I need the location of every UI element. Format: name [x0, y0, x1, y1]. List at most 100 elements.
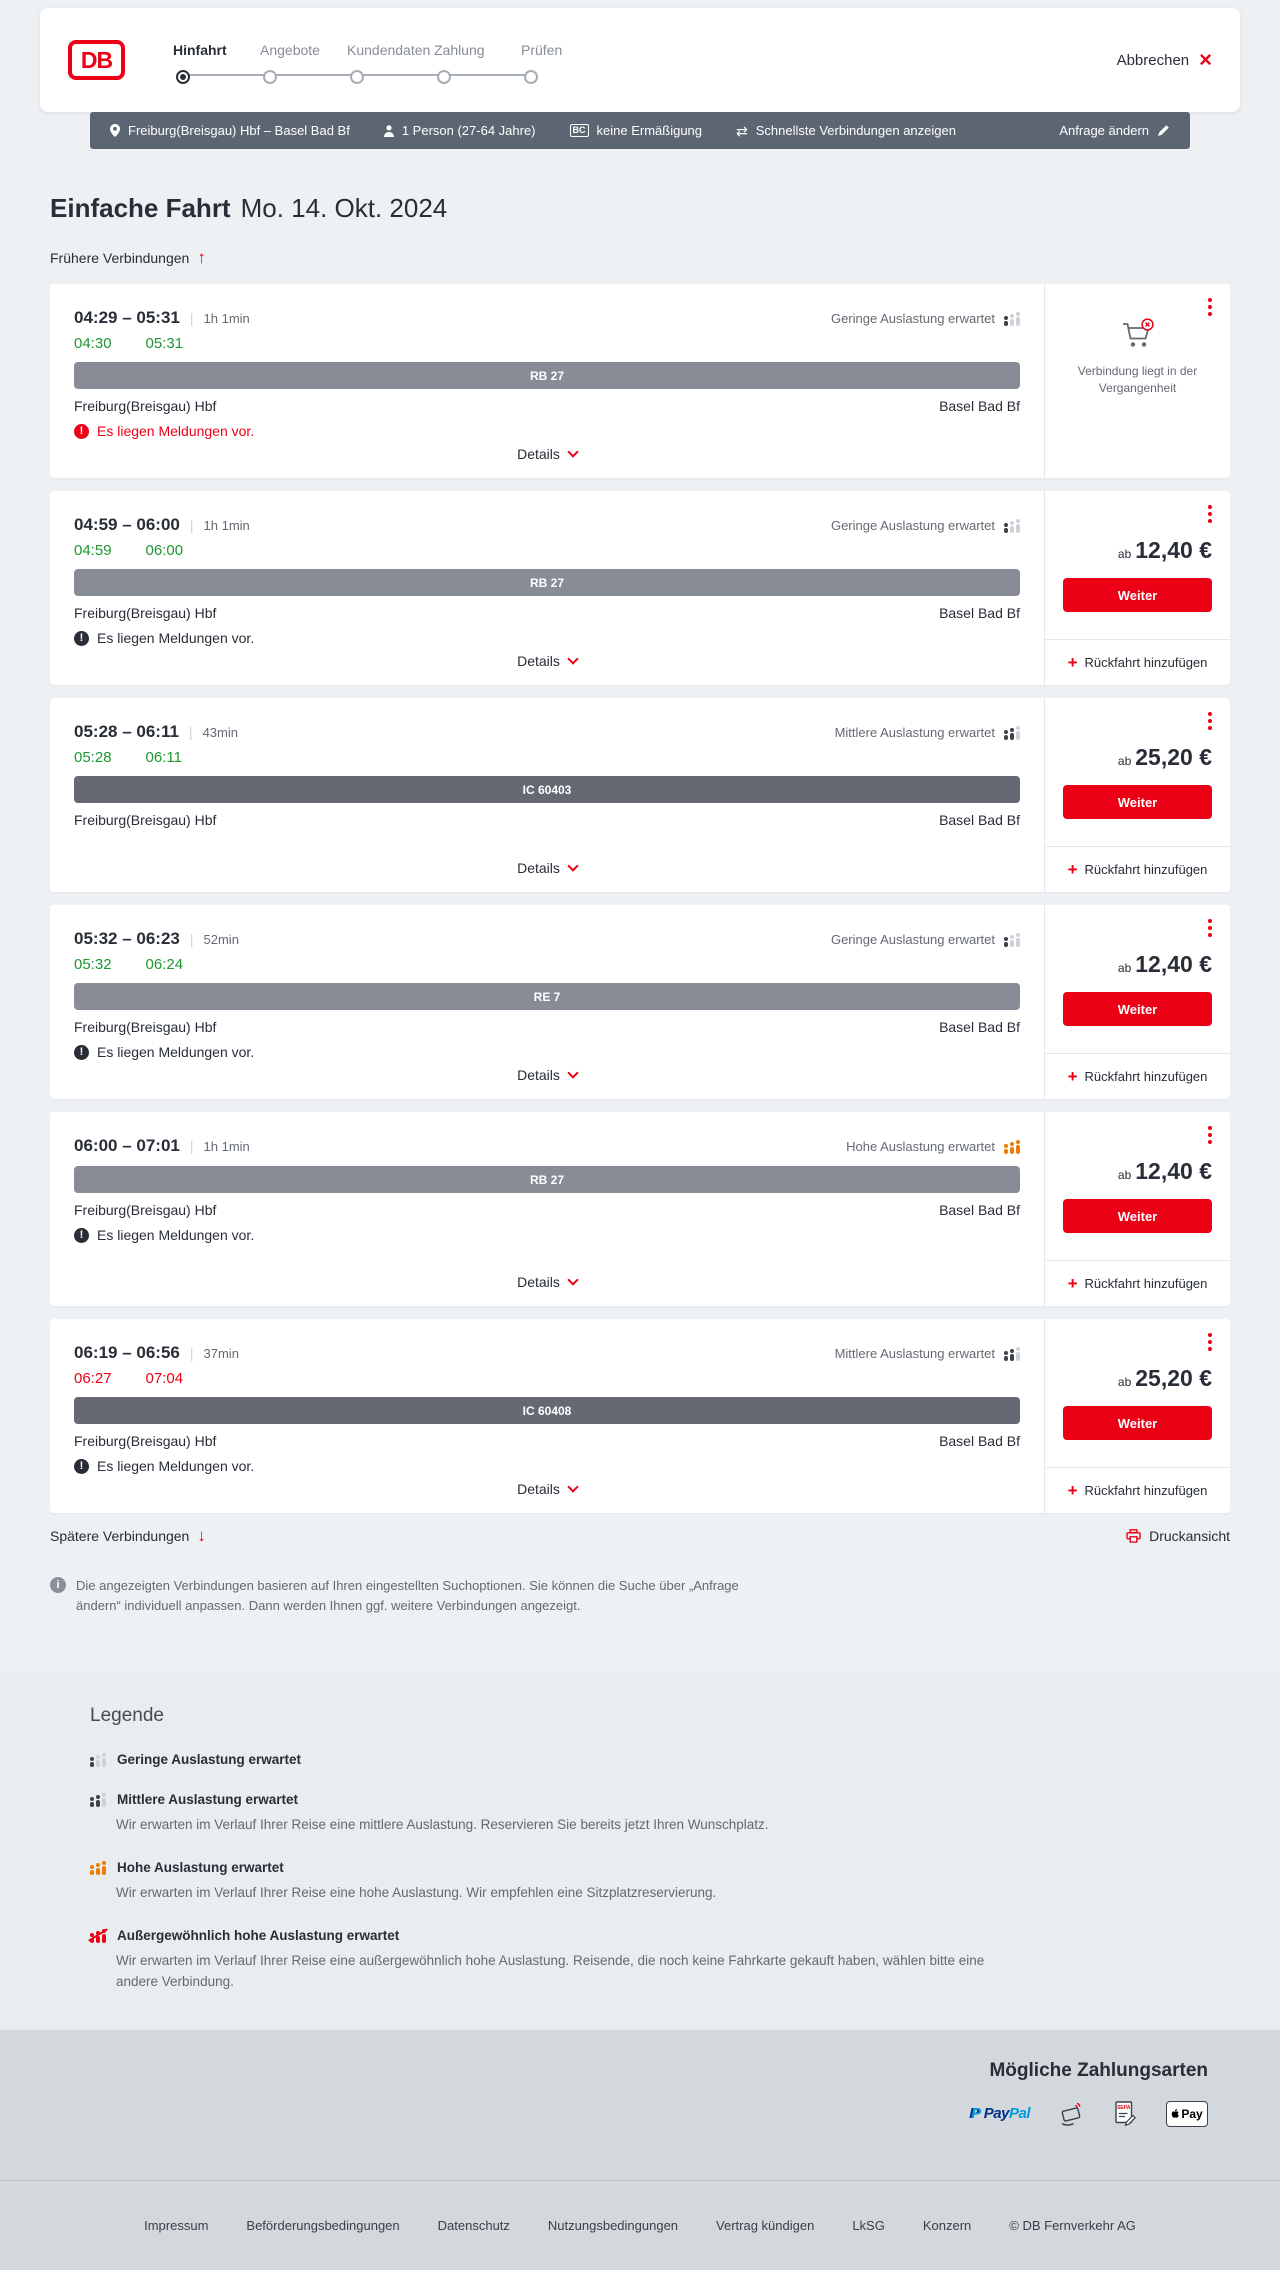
journey-card-side: ab 25,20 € Weiter + Rückfahrt hinzufügen	[1044, 698, 1230, 892]
more-options-button[interactable]	[1206, 917, 1214, 939]
details-toggle[interactable]: Details	[517, 1268, 579, 1292]
journey-card-side: ab 12,40 € Weiter + Rückfahrt hinzufügen	[1044, 491, 1230, 685]
footer-link-konzern[interactable]: Konzern	[922, 2218, 972, 2233]
print-view-link[interactable]: Druckansicht	[1126, 1528, 1230, 1544]
occupancy-medium-icon	[90, 1792, 106, 1807]
more-options-button[interactable]	[1206, 296, 1214, 318]
legend-section: Legende Geringe Auslastung erwartet Mitt…	[0, 1671, 1280, 2030]
legend-label: Geringe Auslastung erwartet	[117, 1752, 302, 1767]
more-options-button[interactable]	[1206, 503, 1214, 525]
details-toggle[interactable]: Details	[517, 854, 579, 878]
alert-icon: !	[74, 1458, 89, 1474]
occupancy-indicator: Geringe Auslastung erwartet	[831, 311, 1020, 326]
printer-icon	[1126, 1529, 1141, 1543]
occupancy-low-icon	[90, 1752, 106, 1767]
weiter-button[interactable]: Weiter	[1063, 1406, 1212, 1440]
message-row: ! Es liegen Meldungen vor.	[74, 1458, 1020, 1474]
journey-card: 06:00 – 07:01 | 1h 1min Hohe Auslastung …	[50, 1112, 1230, 1306]
summary-discount: BC keine Ermäßigung	[569, 123, 703, 138]
close-icon: ×	[1199, 47, 1212, 72]
footer-link-impressum[interactable]: Impressum	[144, 2218, 209, 2233]
legend-description: Wir erwarten im Verlauf Ihrer Reise eine…	[116, 1885, 717, 1900]
realtime-row: 06:27 07:04	[74, 1370, 1020, 1387]
occupancy-icon	[1004, 725, 1020, 740]
details-label: Details	[517, 1481, 560, 1497]
search-options-note: i Die angezeigten Verbindungen basieren …	[50, 1576, 770, 1616]
more-options-button[interactable]	[1206, 710, 1214, 732]
summary-passengers: 1 Person (27-64 Jahre)	[383, 123, 536, 138]
weiter-button[interactable]: Weiter	[1063, 992, 1212, 1026]
past-block: Verbindung liegt in der Vergangenheit	[1045, 284, 1230, 397]
price-block: ab 12,40 €	[1045, 905, 1230, 978]
return-label: Rückfahrt hinzufügen	[1084, 1069, 1208, 1084]
arrow-down-icon: ↓	[197, 1526, 206, 1545]
step-dot	[524, 70, 538, 84]
station-from: Freiburg(Breisgau) Hbf	[74, 812, 217, 828]
details-toggle[interactable]: Details	[517, 1475, 579, 1499]
weiter-button[interactable]: Weiter	[1063, 785, 1212, 819]
train-label: IC 60408	[522, 1403, 572, 1418]
cancel-button[interactable]: Abbrechen ×	[1117, 49, 1212, 71]
cancel-label: Abbrechen	[1116, 51, 1190, 69]
occupancy-label: Geringe Auslastung erwartet	[830, 932, 995, 947]
add-return-button[interactable]: + Rückfahrt hinzufügen	[1045, 639, 1230, 685]
occupancy-label: Geringe Auslastung erwartet	[830, 311, 995, 326]
occupancy-icon	[1004, 932, 1020, 947]
train-label: RE 7	[533, 989, 561, 1004]
details-label: Details	[517, 1067, 560, 1083]
earlier-connections-link[interactable]: Frühere Verbindungen ↑	[50, 248, 206, 268]
footer-link-befoerderungsbedingungen[interactable]: Beförderungsbedingungen	[246, 2218, 400, 2233]
realtime-departure: 04:30	[74, 335, 112, 352]
chevron-down-icon	[567, 446, 579, 458]
journey-card-side: Verbindung liegt in der Vergangenheit	[1044, 284, 1230, 478]
journey-duration: 1h 1min	[203, 311, 250, 326]
step-label: Hinfahrt	[173, 42, 227, 58]
add-return-button[interactable]: + Rückfahrt hinzufügen	[1045, 846, 1230, 892]
message-text: Es liegen Meldungen vor.	[97, 1227, 255, 1243]
details-toggle[interactable]: Details	[517, 440, 579, 464]
add-return-button[interactable]: + Rückfahrt hinzufügen	[1045, 1260, 1230, 1306]
trip-date-label: Mo. 14. Okt. 2024	[240, 193, 448, 223]
weiter-button[interactable]: Weiter	[1063, 1199, 1212, 1233]
train-label: RB 27	[529, 575, 564, 590]
separator: |	[189, 310, 194, 326]
separator: |	[188, 724, 193, 740]
journey-card: 05:32 – 06:23 | 52min Geringe Auslastung…	[50, 905, 1230, 1099]
paypal-icon: P PayPal	[971, 2105, 1030, 2122]
journey-list: 04:29 – 05:31 | 1h 1min Geringe Auslastu…	[50, 284, 1230, 1513]
footer-link-vertrag-kuendigen[interactable]: Vertrag kündigen	[716, 2218, 815, 2233]
station-to: Basel Bad Bf	[939, 1019, 1020, 1035]
realtime-arrival: 07:04	[145, 1370, 184, 1387]
journey-duration: 1h 1min	[203, 518, 250, 533]
journey-card-main: 06:19 – 06:56 | 37min Mittlere Auslastun…	[50, 1319, 1044, 1513]
message-text: Es liegen Meldungen vor.	[97, 630, 255, 646]
occupancy-high-icon	[90, 1860, 106, 1875]
pencil-icon	[1158, 125, 1169, 136]
details-toggle[interactable]: Details	[517, 647, 579, 671]
more-options-button[interactable]	[1206, 1331, 1214, 1353]
realtime-arrival: 06:11	[145, 749, 182, 766]
add-return-button[interactable]: + Rückfahrt hinzufügen	[1045, 1467, 1230, 1513]
weiter-button[interactable]: Weiter	[1063, 578, 1212, 612]
footer-link-lksg[interactable]: LkSG	[852, 2218, 885, 2233]
more-options-button[interactable]	[1206, 1124, 1214, 1146]
earlier-connections-label: Frühere Verbindungen	[50, 250, 190, 266]
occupancy-indicator: Hohe Auslastung erwartet	[846, 1139, 1020, 1154]
footer-link-datenschutz[interactable]: Datenschutz	[437, 2218, 510, 2233]
db-logo-text: DB	[80, 46, 113, 73]
details-toggle[interactable]: Details	[517, 1061, 579, 1085]
footer-link-nutzungsbedingungen[interactable]: Nutzungsbedingungen	[547, 2218, 679, 2233]
edit-request-button[interactable]: Anfrage ändern	[1059, 123, 1170, 138]
message-row: ! Es liegen Meldungen vor.	[74, 423, 1020, 439]
step-zahlung: Zahlung	[434, 42, 521, 84]
progress-stepper: Hinfahrt Angebote Kundendaten Zahlung Pr…	[173, 36, 608, 84]
legend-item-low: Geringe Auslastung erwartet	[90, 1752, 1230, 1767]
price-value: 12,40 €	[1135, 537, 1212, 563]
later-connections-link[interactable]: Spätere Verbindungen ↓	[50, 1526, 206, 1546]
journey-card: 06:19 – 06:56 | 37min Mittlere Auslastun…	[50, 1319, 1230, 1513]
journey-card-main: 06:00 – 07:01 | 1h 1min Hohe Auslastung …	[50, 1112, 1044, 1306]
add-return-button[interactable]: + Rückfahrt hinzufügen	[1045, 1053, 1230, 1099]
discount-label: keine Ermäßigung	[596, 123, 703, 138]
journey-duration: 52min	[203, 932, 239, 947]
legend-description: Wir erwarten im Verlauf Ihrer Reise eine…	[116, 1953, 985, 1989]
